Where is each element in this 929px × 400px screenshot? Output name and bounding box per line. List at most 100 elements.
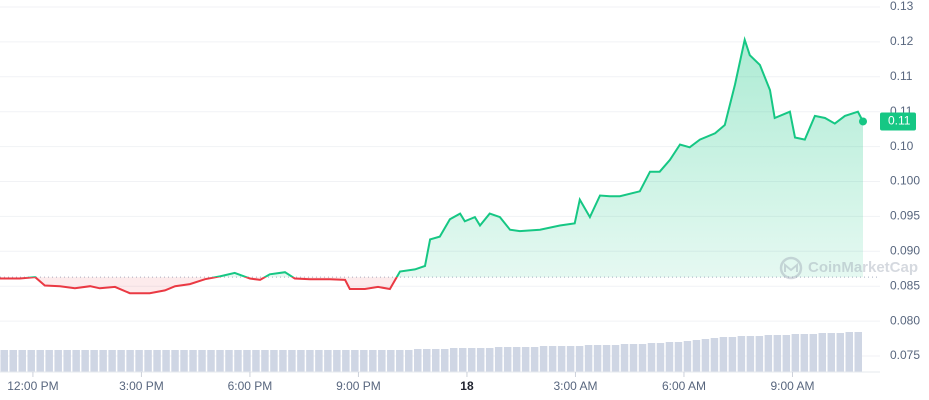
volume-bar: [180, 350, 188, 372]
watermark: CoinMarketCap: [779, 256, 918, 280]
volume-bar: [737, 336, 746, 372]
volume-bar: [584, 345, 593, 372]
volume-bar: [755, 336, 764, 372]
volume-bar: [557, 346, 566, 372]
volume-bar: [773, 335, 782, 372]
x-tick-label: 3:00 PM: [119, 379, 164, 393]
volume-bar: [539, 346, 548, 372]
x-tick-label: 3:00 AM: [553, 379, 597, 393]
y-tick-label: 0.095: [890, 209, 920, 223]
y-tick-label: 0.075: [890, 348, 920, 362]
volume-bar: [782, 335, 791, 372]
volume-bar: [369, 350, 377, 372]
y-tick-label: 0.090: [890, 243, 920, 257]
x-tick-label: 12:00 PM: [7, 379, 58, 393]
volume-bar: [566, 346, 575, 372]
volume-bar: [108, 350, 116, 372]
volume-bar: [512, 347, 521, 372]
volume-bar: [440, 349, 449, 372]
y-tick-label: 0.085: [890, 278, 920, 292]
volume-bar: [620, 344, 629, 372]
volume-bar: [387, 350, 395, 372]
volume-bar: [270, 350, 278, 372]
volume-bar: [683, 341, 692, 372]
volume-bar: [306, 350, 314, 372]
volume-bar: [458, 348, 467, 372]
area-down: [0, 277, 397, 294]
volume-bar: [243, 350, 251, 372]
x-tick-label: 9:00 PM: [336, 379, 381, 393]
volume-bar: [467, 348, 476, 372]
volume-bar: [72, 350, 80, 372]
volume-bar: [171, 350, 179, 372]
watermark-text: CoinMarketCap: [808, 259, 918, 276]
volume-bar: [225, 350, 233, 372]
volume-bar: [530, 347, 539, 372]
volume-bar: [692, 340, 701, 372]
y-tick-label: 0.11: [890, 69, 913, 83]
volume-bar: [18, 350, 26, 372]
volume-bar: [602, 345, 611, 372]
volume-bar: [746, 336, 755, 372]
volume-bar: [818, 333, 827, 372]
volume-bar: [315, 350, 323, 372]
volume-bar: [710, 338, 719, 372]
volume-bar: [63, 350, 71, 372]
volume-bar: [207, 350, 215, 372]
line-down: [0, 277, 398, 295]
volume-bar: [800, 334, 809, 372]
volume-bar: [503, 347, 512, 372]
volume-bar: [396, 350, 404, 372]
volume-bar: [593, 345, 602, 372]
volume-bar: [665, 342, 674, 372]
volume-bar: [414, 349, 422, 372]
volume-bar: [827, 333, 836, 372]
volume-bar: [494, 347, 503, 372]
volume-bar: [611, 345, 620, 372]
x-tick-label: 6:00 PM: [228, 379, 273, 393]
volume-bar: [126, 350, 134, 372]
volume-bar: [764, 335, 773, 372]
volume-bar: [333, 350, 341, 372]
volume-bar: [54, 350, 62, 372]
x-tick-label: 6:00 AM: [662, 379, 706, 393]
volume-bar: [845, 332, 854, 372]
volume-bar: [548, 346, 557, 372]
volume-bar: [324, 350, 332, 372]
y-tick-label: 0.080: [890, 313, 920, 327]
volume-bar: [261, 350, 269, 372]
volume-bar: [836, 333, 845, 372]
volume-bar: [638, 344, 647, 372]
volume-bar: [9, 350, 17, 372]
y-tick-label: 0.100: [890, 174, 920, 188]
volume-bar: [647, 343, 656, 372]
y-tick-label: 0.13: [890, 0, 914, 13]
last-point: [859, 117, 867, 126]
volume-bar: [216, 350, 224, 372]
volume-bar: [135, 350, 143, 372]
volume-bar: [45, 350, 53, 372]
volume-bar: [674, 342, 683, 372]
volume-bar: [252, 350, 260, 372]
volume-bar: [405, 350, 413, 372]
x-tick-label: 9:00 AM: [770, 379, 814, 393]
volume-bar: [449, 348, 458, 372]
price-tag-label: 0.11: [888, 114, 911, 128]
volume-bar: [117, 350, 125, 372]
y-tick-label: 0.12: [890, 34, 914, 48]
volume-bar: [629, 344, 638, 372]
volume-bar: [144, 350, 152, 372]
volume-bar: [656, 343, 665, 372]
volume-bar: [189, 350, 197, 372]
line-up: [23, 36, 864, 278]
volume-bar: [99, 350, 107, 372]
volume-bar: [432, 349, 440, 372]
volume-bar: [521, 347, 530, 372]
volume-bar: [378, 350, 386, 372]
volume-bar: [575, 346, 584, 372]
volume-bar: [423, 349, 431, 372]
volume-bar: [701, 339, 710, 372]
volume-bar: [153, 350, 161, 372]
price-tag: [880, 112, 916, 131]
